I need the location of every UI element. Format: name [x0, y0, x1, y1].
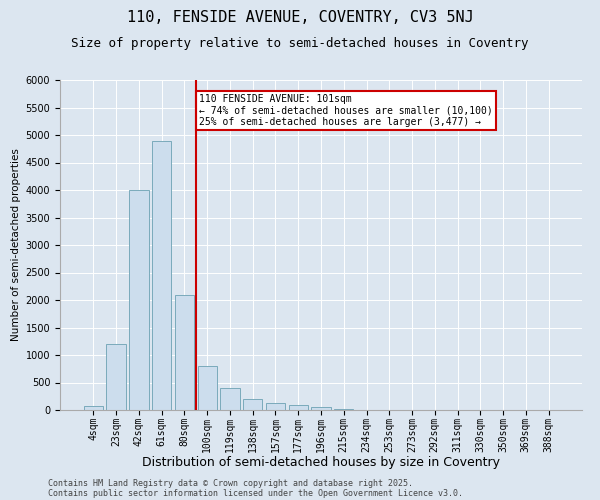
- X-axis label: Distribution of semi-detached houses by size in Coventry: Distribution of semi-detached houses by …: [142, 456, 500, 468]
- Y-axis label: Number of semi-detached properties: Number of semi-detached properties: [11, 148, 22, 342]
- Bar: [311, 407, 331, 410]
- Bar: [175, 294, 194, 410]
- Bar: [152, 140, 172, 410]
- Bar: [334, 409, 353, 410]
- Bar: [266, 404, 285, 410]
- Bar: [289, 404, 308, 410]
- Text: Size of property relative to semi-detached houses in Coventry: Size of property relative to semi-detach…: [71, 38, 529, 51]
- Text: Contains public sector information licensed under the Open Government Licence v3: Contains public sector information licen…: [48, 488, 463, 498]
- Bar: [106, 344, 126, 410]
- Text: Contains HM Land Registry data © Crown copyright and database right 2025.: Contains HM Land Registry data © Crown c…: [48, 478, 413, 488]
- Bar: [220, 388, 239, 410]
- Bar: [129, 190, 149, 410]
- Bar: [84, 406, 103, 410]
- Text: 110, FENSIDE AVENUE, COVENTRY, CV3 5NJ: 110, FENSIDE AVENUE, COVENTRY, CV3 5NJ: [127, 10, 473, 25]
- Text: 110 FENSIDE AVENUE: 101sqm
← 74% of semi-detached houses are smaller (10,100)
25: 110 FENSIDE AVENUE: 101sqm ← 74% of semi…: [199, 94, 493, 127]
- Bar: [243, 399, 262, 410]
- Bar: [197, 366, 217, 410]
